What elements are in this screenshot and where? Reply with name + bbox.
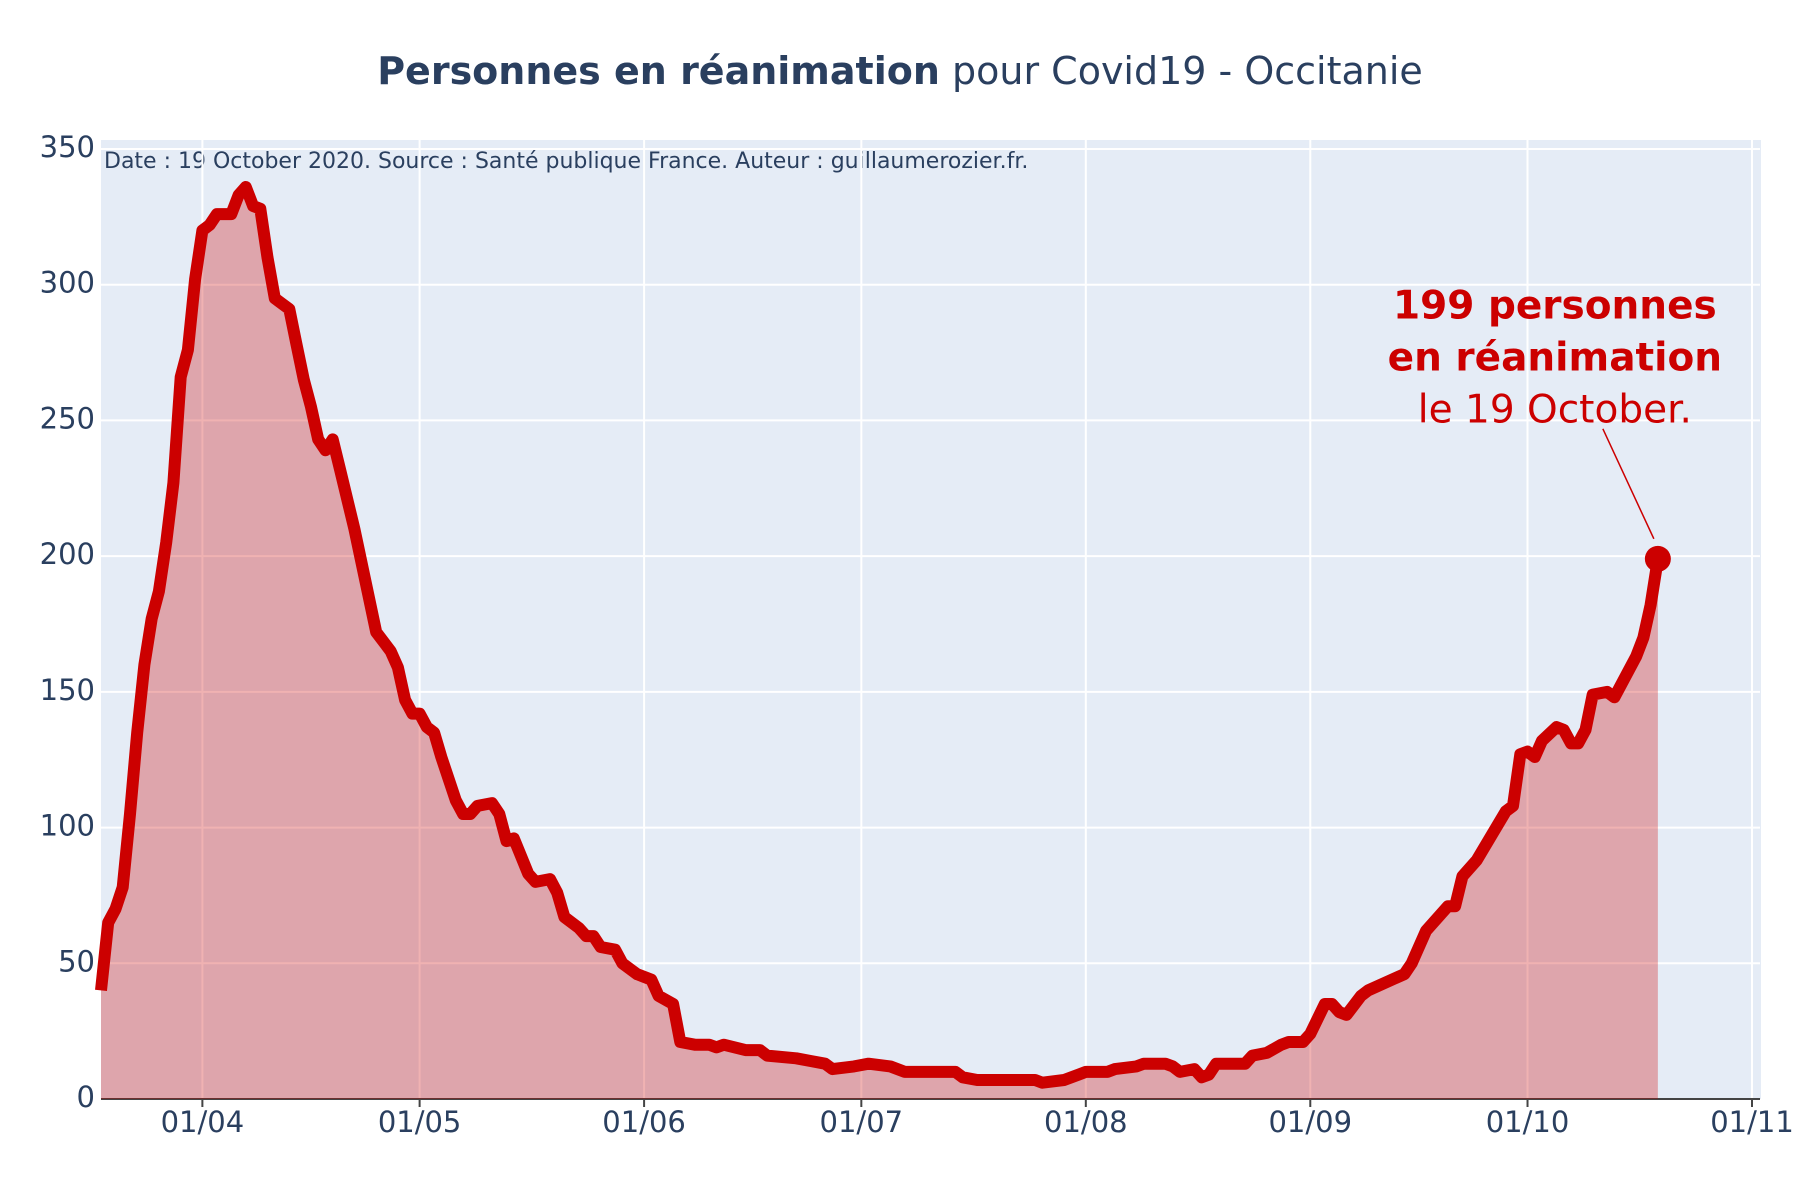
x-tick-label: 01/07: [820, 1105, 904, 1139]
y-tick-label: 300: [40, 266, 95, 300]
chart-title: Personnes en réanimation pour Covid19 - …: [377, 49, 1423, 93]
source-note: Date : 19 October 2020. Source : Santé p…: [104, 149, 1028, 174]
y-tick-label: 0: [77, 1080, 95, 1114]
y-tick-label: 50: [58, 944, 95, 978]
x-tick-label: 01/10: [1486, 1105, 1570, 1139]
title-bold: Personnes en réanimation: [377, 49, 940, 93]
annotation-text: en réanimation: [1388, 335, 1722, 380]
annotation-arrow: [1602, 428, 1655, 540]
line: [95, 181, 1664, 1089]
x-tick-label: 01/04: [161, 1105, 245, 1139]
x-tick-label: 01/11: [1710, 1105, 1794, 1139]
y-tick-label: 200: [40, 537, 95, 571]
y-tick-label: 150: [40, 673, 95, 707]
x-tick-label: 01/05: [378, 1105, 462, 1139]
title-rest: pour Covid19 - Occitanie: [952, 49, 1423, 93]
area: [101, 187, 1658, 1099]
x-tick-label: 01/09: [1268, 1105, 1352, 1139]
x-tick-label: 01/08: [1044, 1105, 1128, 1139]
annotation-text: le 19 October.: [1418, 387, 1692, 432]
y-tick-label: 100: [40, 809, 95, 843]
x-tick-label: 01/06: [602, 1105, 686, 1139]
y-tick-label: 350: [40, 130, 95, 164]
last-point-marker: [1644, 545, 1671, 572]
y-tick-label: 250: [40, 401, 95, 435]
annotation-text: 199 personnes: [1393, 283, 1717, 328]
